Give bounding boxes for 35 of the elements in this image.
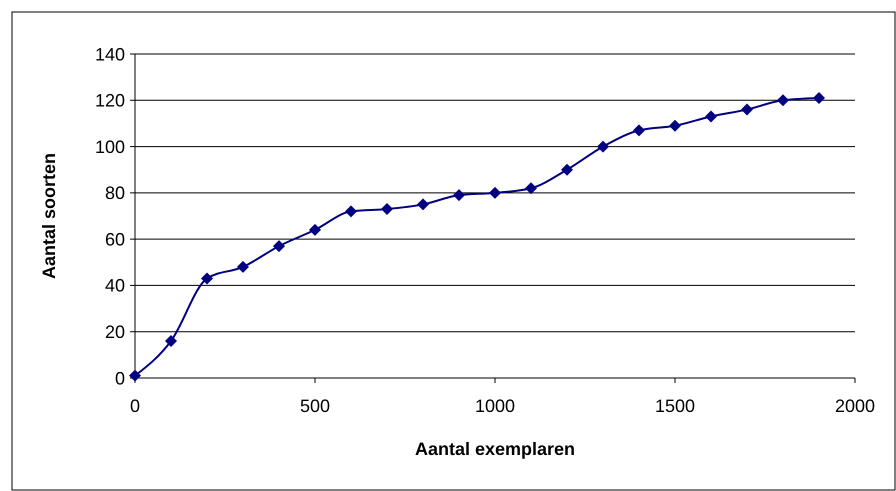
point: [525, 182, 537, 194]
point: [237, 260, 249, 273]
point: [129, 370, 141, 382]
point: [453, 189, 465, 202]
x-tick-label: 1000: [474, 396, 516, 416]
x-tick-label: 1500: [654, 396, 696, 416]
point: [345, 205, 357, 218]
point: [777, 94, 789, 106]
y-tick-label: 0: [114, 368, 125, 388]
point: [669, 120, 681, 132]
point: [597, 140, 609, 153]
point: [489, 186, 501, 199]
point: [561, 164, 573, 176]
x-tick-label: 0: [130, 396, 140, 416]
point: [309, 224, 321, 236]
x-axis-title: Aantal exemplaren: [414, 439, 576, 459]
point: [813, 92, 825, 104]
y-tick-label: 120: [94, 90, 125, 111]
y-tick-label: 60: [104, 229, 125, 250]
y-tick-label: 20: [104, 322, 125, 342]
point: [201, 272, 213, 284]
point: [165, 334, 177, 347]
y-tick-label: 140: [94, 44, 125, 64]
x-tick-label: 2000: [834, 396, 876, 416]
point: [741, 104, 753, 116]
y-tick-label: 80: [104, 183, 125, 204]
point: [381, 203, 393, 216]
point: [417, 198, 429, 210]
y-tick-label: 100: [94, 136, 125, 157]
point: [705, 110, 717, 122]
y-axis-title: Aantal soorten: [39, 152, 59, 280]
point: [273, 240, 285, 252]
y-tick-label: 40: [104, 276, 125, 296]
point: [633, 124, 645, 136]
x-tick-label: 500: [300, 396, 330, 416]
